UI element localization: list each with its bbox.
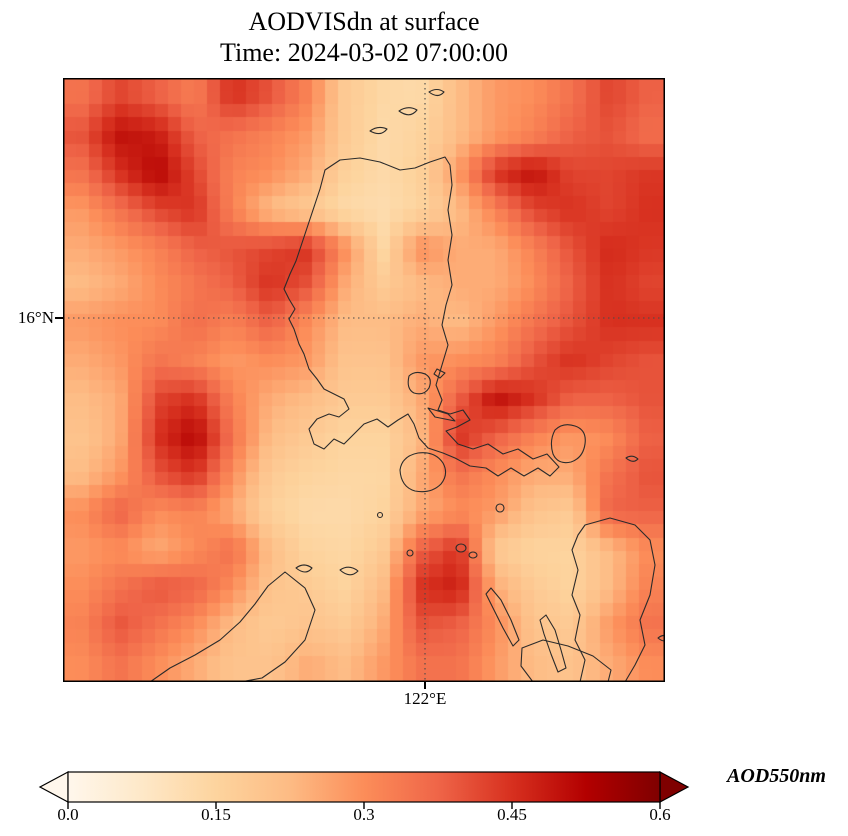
colorbar-ticks [67, 802, 661, 809]
figure-title-block: AODVISdn at surface Time: 2024-03-02 07:… [63, 6, 665, 68]
coastline-islet [495, 503, 505, 513]
coastline-islet [657, 634, 665, 642]
lat-tick-label: 16°N [17, 308, 54, 327]
figure-title: AODVISdn at surface [248, 7, 480, 36]
coastline-islet [406, 549, 414, 557]
coastline-mindoro [149, 571, 316, 682]
coastline-islet [455, 543, 467, 553]
coastline-luzon [283, 156, 560, 477]
colorbar-max-arrow [659, 770, 690, 804]
coastline-islet [433, 368, 446, 379]
colorbar-label: AOD550nm [727, 765, 826, 787]
coastline-lubang-1 [295, 564, 313, 573]
coastline-ticao [539, 614, 567, 673]
lon-tick [424, 682, 426, 689]
colorbar [38, 770, 690, 809]
coastline-babuyan-2 [398, 107, 418, 116]
figure-subtitle: Time: 2024-03-02 07:00:00 [220, 38, 508, 67]
lat-tick [55, 317, 63, 319]
coastline-babuyan-3 [428, 88, 445, 97]
lon-tick-label: 122°E [403, 689, 447, 708]
aod-heatmap-canvas [63, 78, 665, 682]
coastline-lubang-2 [339, 566, 359, 576]
coastline-polillo [407, 371, 431, 395]
colorbar-tick-label-2: 0.3 [353, 805, 375, 824]
coastline-masbate [520, 639, 612, 682]
coastline-islet [376, 511, 384, 519]
coastline-samar [571, 517, 656, 682]
map-overlay [63, 78, 665, 682]
coastline-layer [149, 88, 665, 682]
coastline-burias [485, 587, 520, 647]
coastline-islet [625, 455, 639, 462]
coastline-babuyan-1 [369, 126, 388, 135]
coastline-islet [468, 551, 478, 559]
colorbar-tick-label-4: 0.6 [649, 805, 671, 824]
colorbar-tick-label-3: 0.45 [497, 805, 527, 824]
coastline-marinduque [399, 452, 447, 493]
colorbar-bar [67, 771, 661, 803]
map-plot [63, 78, 665, 682]
map-border [63, 78, 665, 682]
colorbar-tick-label-1: 0.15 [201, 805, 231, 824]
coastline-catanduanes [550, 424, 586, 464]
colorbar-min-arrow [38, 770, 69, 804]
coastline-alabat [427, 407, 456, 422]
colorbar-tick-label-0: 0.0 [57, 805, 79, 824]
